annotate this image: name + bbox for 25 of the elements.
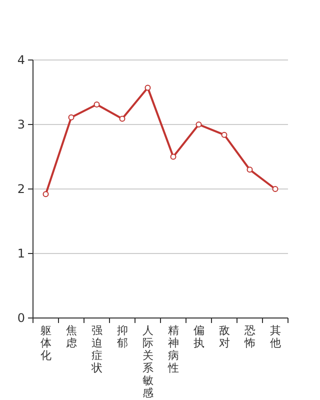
y-tick-label: 4 [17,53,25,67]
y-tick-label: 1 [17,246,25,260]
x-tick-label: 恐怖 [243,324,256,350]
x-tick-label: 其他 [270,324,281,350]
point [221,132,228,138]
point [272,186,278,192]
point [144,84,151,91]
y-tick-label: 0 [17,311,25,325]
point [94,102,100,108]
x-tick-label: 精神病性 [166,324,179,374]
x-tick-label: 焦虑 [66,324,77,350]
x-tick-label: 抑郁 [116,324,128,350]
point [196,122,202,128]
x-tick-label: 偏执 [193,324,204,350]
x-tick-label: 躯体化 [40,324,52,362]
x-tick-label: 敌对 [218,324,230,350]
x-tick-label: 强迫症状 [90,324,102,374]
point [42,191,49,198]
y-tick-label: 2 [17,182,25,196]
x-tick-label: 人际关系敏感 [142,324,154,400]
point [68,114,74,120]
point [119,116,126,122]
point [246,166,253,173]
point [170,154,176,160]
y-tick-label: 3 [17,118,25,132]
